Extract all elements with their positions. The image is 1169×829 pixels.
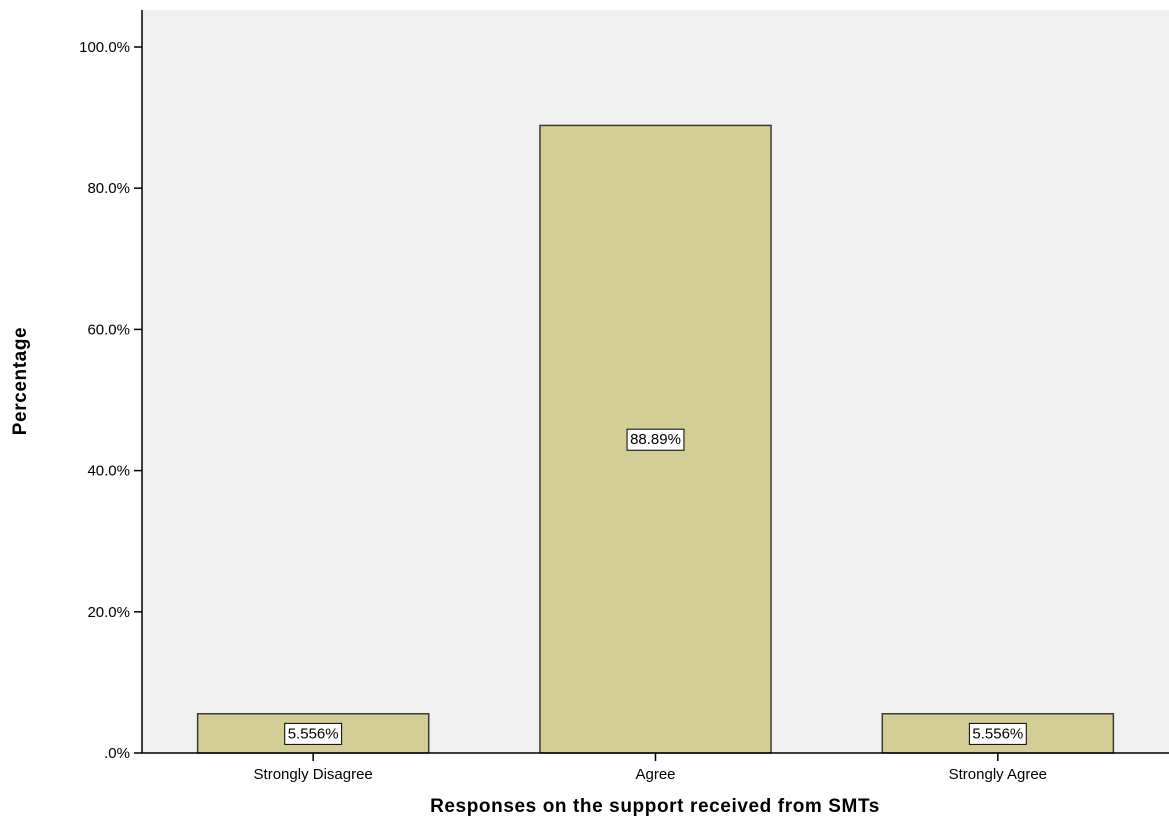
y-axis-title: Percentage [10,327,31,435]
data-label: 88.89% [626,428,685,451]
x-category-label: Strongly Disagree [254,766,373,783]
data-label-text: 5.556% [288,725,339,742]
y-tick-label: 60.0% [87,321,130,338]
x-category-label: Agree [635,766,675,783]
y-tick-label: 20.0% [87,604,130,621]
x-axis-categories: Strongly Disagree Agree Strongly Agree [254,753,1047,783]
data-labels: 5.556% 88.89% 5.556% [284,428,1027,745]
x-axis-title: Responses on the support received from S… [430,796,880,817]
x-category-label: Strongly Agree [949,766,1047,783]
y-tick-label: 40.0% [87,463,130,480]
y-tick-label: 80.0% [87,180,130,197]
data-label-box [284,722,343,745]
data-label-text: 88.89% [630,431,681,448]
y-tick-label: 100.0% [79,39,130,56]
y-tick-label: .0% [104,745,130,762]
data-label-box [968,722,1027,745]
y-axis-ticks: .0% 20.0% 40.0% 60.0% 80.0% 100.0% [79,39,142,762]
data-label: 5.556% [284,722,343,745]
data-label-text: 5.556% [972,725,1023,742]
data-label: 5.556% [968,722,1027,745]
data-label-box [626,428,685,451]
